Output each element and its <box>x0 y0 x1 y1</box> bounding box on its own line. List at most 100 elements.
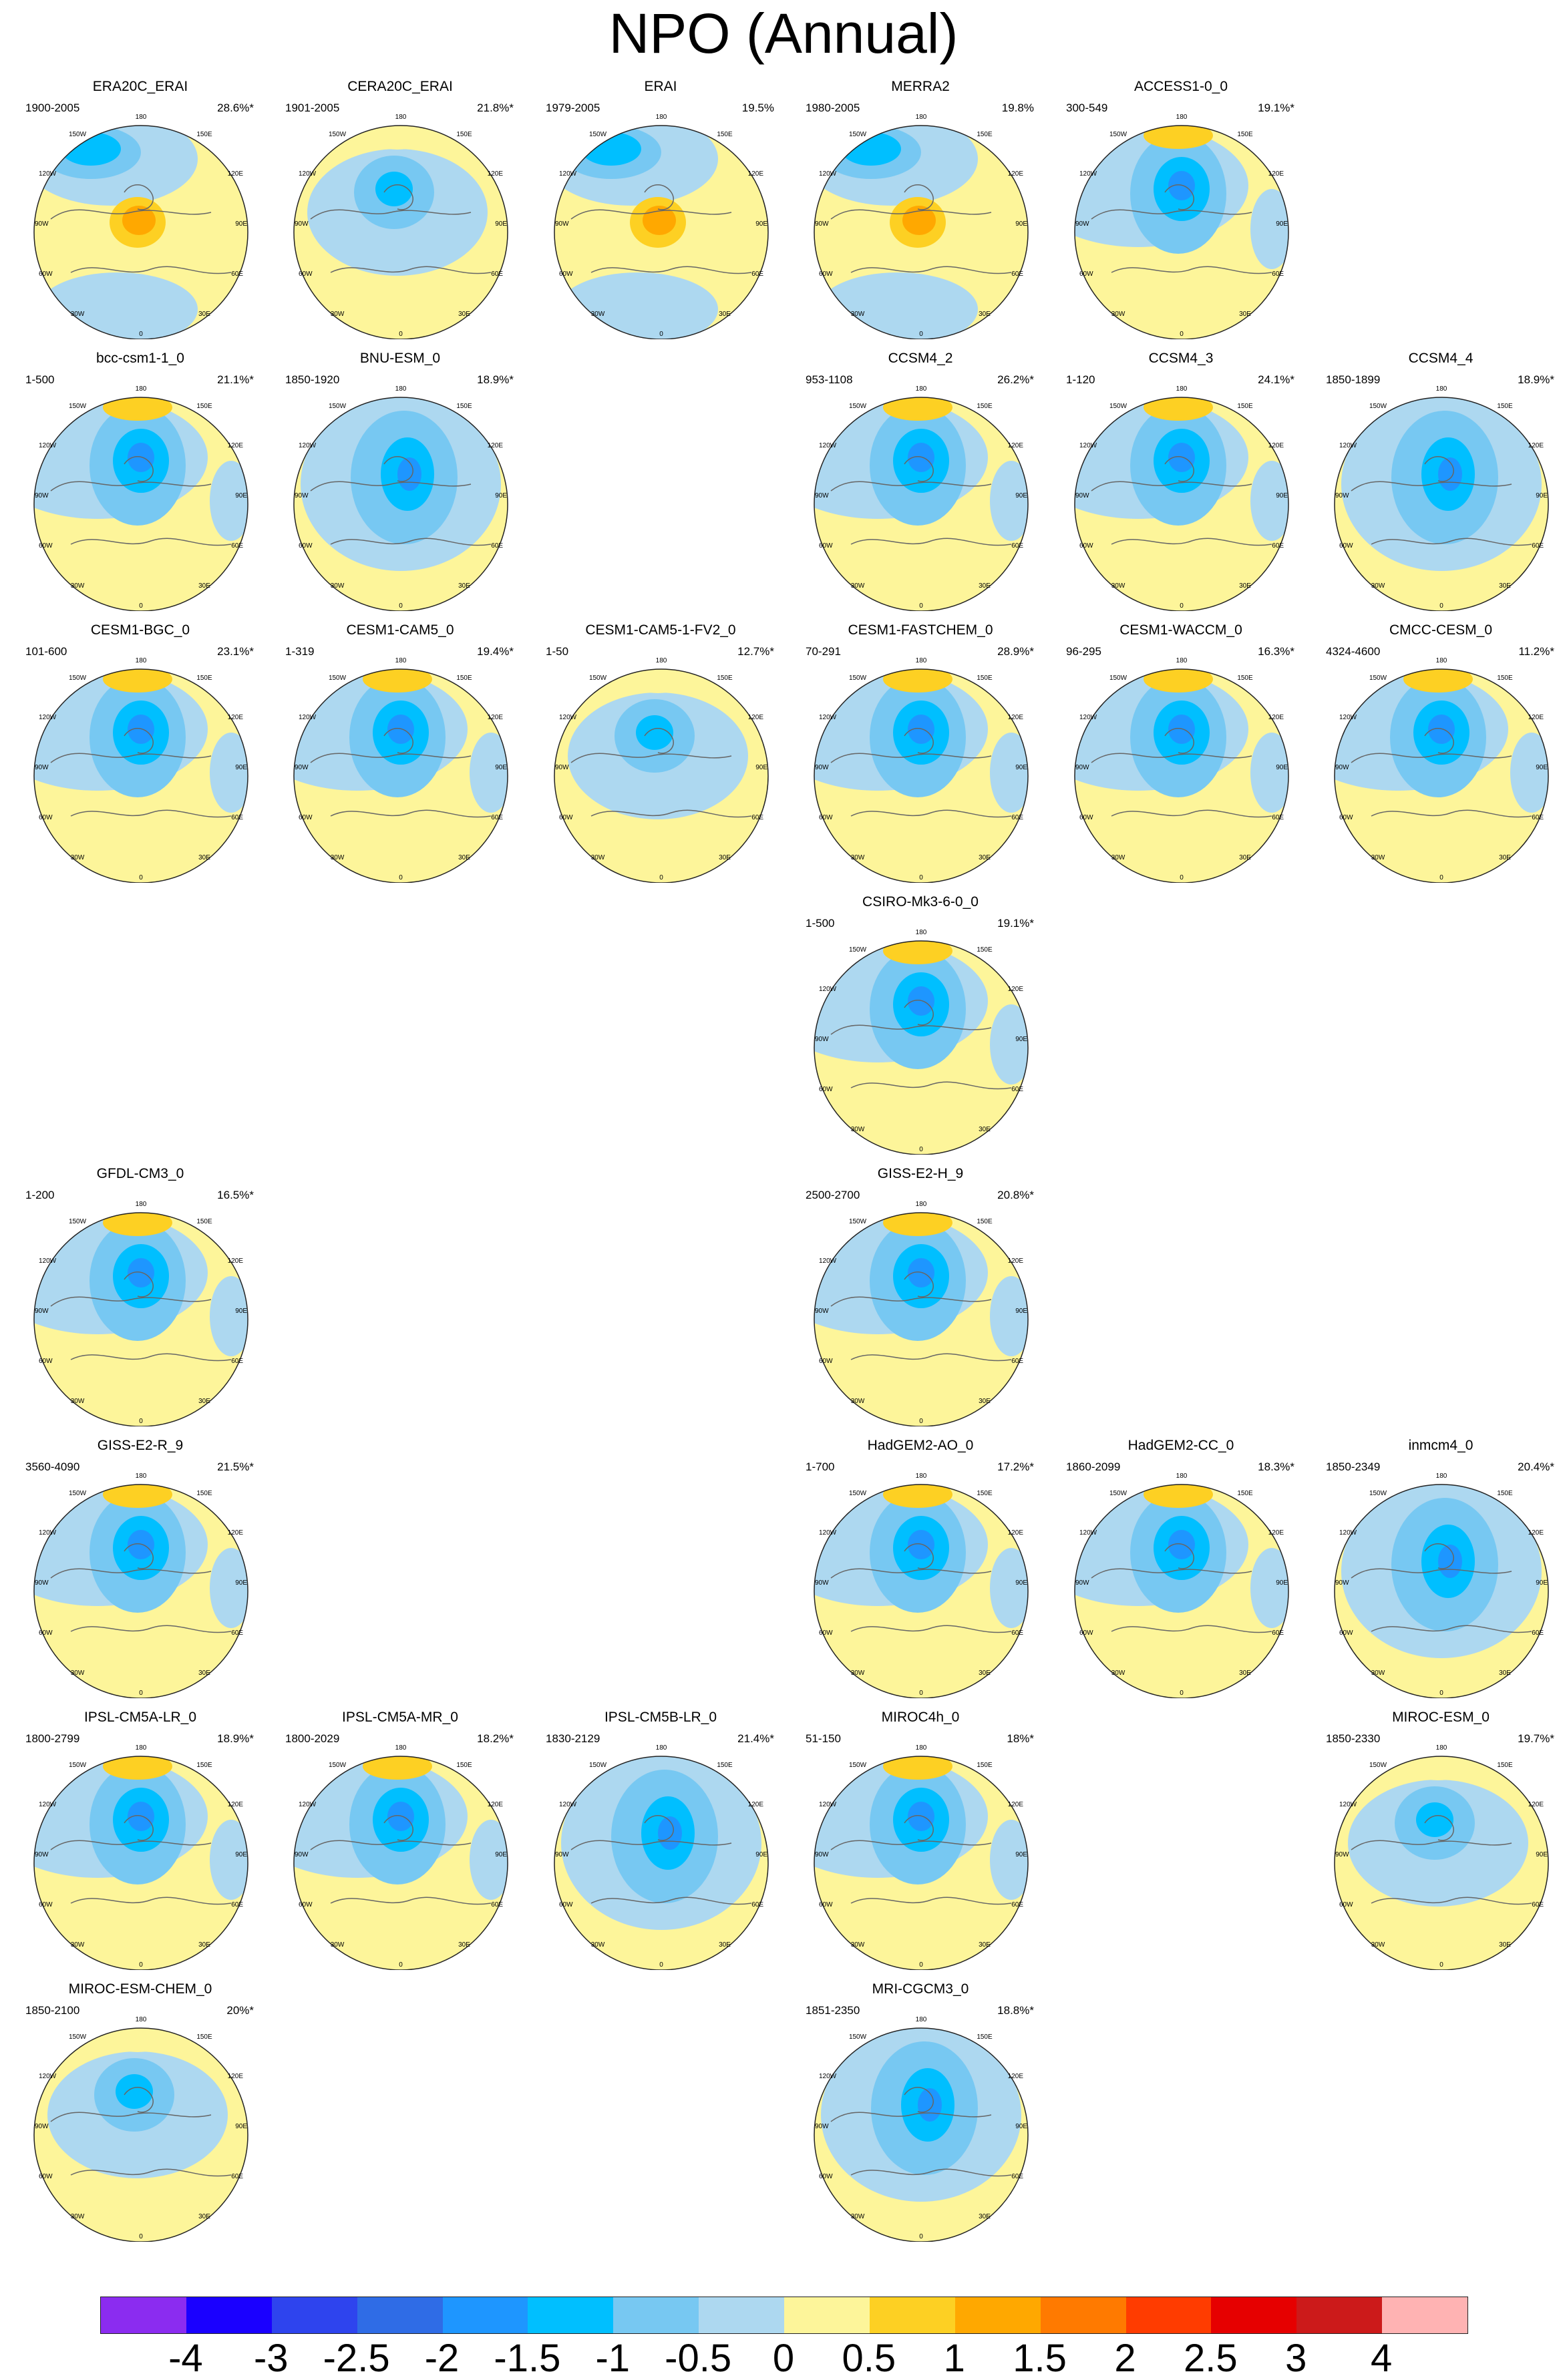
lon-label: 30W <box>71 311 85 318</box>
map-panel: ACCESS1-0_0 300-549 19.1%* 180 150W 150E 120W 1… <box>1061 79 1315 339</box>
polar-map: 180 150W 150E 120W 120E 90W 90E 60W 60E 30W 30E 0 <box>1334 1744 1549 1970</box>
lon-label: 60W <box>819 814 833 821</box>
lon-label: 30W <box>331 582 345 590</box>
coastline-outline <box>570 1815 752 1905</box>
lon-label: 180 <box>916 657 927 664</box>
lon-label: 180 <box>136 114 147 121</box>
map-panel: MIROC-ESM_0 1850-2330 19.7%* 180 150W 150E 120… <box>1321 1710 1567 1970</box>
map-panel: bcc-csm1-1_0 1-500 21.1%* 180 150W 150E 120W 12… <box>20 351 274 611</box>
lon-label: 30W <box>71 1398 85 1405</box>
panel-variance-percent: 21.8%* <box>477 102 514 114</box>
lon-label: 180 <box>916 114 927 121</box>
polar-map: 180 150W 150E 120W 120E 90W 90E 60W 60E 30W 30E 0 <box>814 1744 1029 1970</box>
coastline-outline <box>830 184 1012 274</box>
coastline-outline <box>1351 1815 1532 1905</box>
lon-label: 60E <box>231 814 243 821</box>
lon-label: 60W <box>299 1901 313 1909</box>
map-panel: GFDL-CM3_0 1-200 16.5%* 180 150W 150E 120W 120E… <box>20 1166 274 1426</box>
lon-label: 120E <box>488 1801 504 1808</box>
lon-label: 150E <box>717 674 733 682</box>
polar-map: 180 150W 150E 120W 120E 90W 90E 60W 60E 30W 30E 0 <box>33 1201 248 1426</box>
polar-map: 180 150W 150E 120W 120E 90W 90E 60W 60E 30W 30E 0 <box>33 2016 248 2242</box>
coastline-outline <box>1351 456 1532 546</box>
colorbar-label: -2 <box>424 2337 460 2380</box>
panel-title: inmcm4_0 <box>1408 1438 1473 1453</box>
lon-label: 180 <box>916 1201 927 1208</box>
coastline-outline <box>50 2087 232 2177</box>
lon-label: 150E <box>196 674 212 682</box>
lon-label: 0 <box>1180 331 1184 338</box>
panel-period: 1900-2005 <box>25 102 80 114</box>
panel-period: 1850-1899 <box>1326 373 1381 386</box>
lon-label: 120W <box>819 442 837 449</box>
map-panel: CESM1-WACCM_0 96-295 16.3%* 180 150W 150E 120W… <box>1061 622 1315 883</box>
lon-label: 150E <box>977 131 993 138</box>
panel-title: ERAI <box>644 79 677 94</box>
lon-label: 120W <box>559 1801 577 1808</box>
lon-label: 90E <box>235 1308 247 1315</box>
lon-label: 180 <box>1176 657 1188 664</box>
panel-period: 51-150 <box>806 1732 841 1745</box>
lon-label: 60W <box>39 1358 53 1365</box>
map-rim <box>1334 1756 1549 1970</box>
lon-label: 90E <box>235 1851 247 1858</box>
lon-label: 60W <box>559 814 573 821</box>
lon-label: 30E <box>198 311 210 318</box>
polar-map: 180 150W 150E 120W 120E 90W 90E 60W 60E 30W 30E 0 <box>814 385 1029 611</box>
lon-label: 120E <box>748 1801 764 1808</box>
lon-label: 120E <box>1268 1529 1284 1537</box>
lon-label: 30E <box>1239 582 1251 590</box>
lon-label: 180 <box>395 1744 407 1752</box>
lon-label: 120W <box>39 1801 57 1808</box>
panel-variance-percent: 18%* <box>1007 1732 1034 1745</box>
positive-anomaly-pacific <box>883 1213 952 1236</box>
lon-label: 60W <box>299 814 313 821</box>
colorbar-label: 1 <box>943 2337 965 2380</box>
lon-label: 60E <box>1011 2173 1023 2180</box>
panel-title: bcc-csm1-1_0 <box>96 351 184 366</box>
lon-label: 30W <box>851 582 865 590</box>
map-rim <box>1334 668 1549 883</box>
lon-label: 30W <box>1111 582 1125 590</box>
map-panel: inmcm4_0 1850-2349 20.4%* 180 150W 150E 120W 12… <box>1321 1438 1567 1698</box>
lon-label: 0 <box>659 331 663 338</box>
positive-anomaly-pacific <box>371 128 424 150</box>
lon-label: 30E <box>979 2213 991 2220</box>
negative-anomaly-core <box>116 2074 153 2109</box>
panel-title: MIROC-ESM-CHEM_0 <box>68 1981 212 1997</box>
map-rim <box>293 1756 508 1970</box>
lon-label: 0 <box>919 1146 923 1153</box>
lon-label: 120W <box>1339 1529 1357 1537</box>
lon-label: 90W <box>1335 764 1349 771</box>
panel-title: CCSM4_4 <box>1408 351 1473 366</box>
lon-label: 60E <box>1011 542 1023 550</box>
map-rim <box>33 397 248 611</box>
colorbar-swatch <box>442 2297 528 2333</box>
panel-title: CERA20C_ERAI <box>347 79 453 94</box>
positive-anomaly-pacific <box>1144 126 1213 149</box>
negative-anomaly-east <box>210 461 248 541</box>
lon-label: 120W <box>299 1801 317 1808</box>
panel-variance-percent: 20%* <box>226 2004 254 2017</box>
lon-label: 150W <box>1369 1490 1387 1497</box>
lon-label: 120W <box>819 1801 837 1808</box>
lon-label: 0 <box>1439 874 1443 881</box>
panel-title: CMCC-CESM_0 <box>1389 622 1492 638</box>
negative-anomaly-east <box>210 1820 248 1900</box>
lon-label: 30W <box>71 582 85 590</box>
lon-label: 120E <box>1008 714 1024 721</box>
lon-label: 120W <box>39 2073 57 2080</box>
lon-label: 90E <box>1276 220 1288 228</box>
lon-label: 120W <box>819 986 837 993</box>
panel-variance-percent: 28.6%* <box>217 102 254 114</box>
positive-anomaly-core <box>122 206 156 235</box>
lon-label: 0 <box>399 331 403 338</box>
negative-anomaly-east <box>990 733 1028 813</box>
lon-label: 60E <box>1011 1901 1023 1909</box>
panel-period: 1851-2350 <box>806 2004 860 2017</box>
colorbar-label: 0.5 <box>842 2337 896 2380</box>
lon-label: 60W <box>819 1086 833 1093</box>
lon-label: 90E <box>1015 1579 1027 1587</box>
lon-label: 60E <box>1011 1086 1023 1093</box>
lon-label: 60W <box>819 1629 833 1637</box>
